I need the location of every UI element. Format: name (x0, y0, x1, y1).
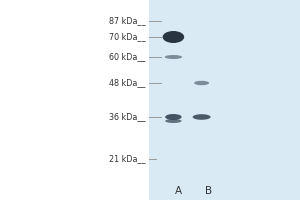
Text: A: A (175, 186, 182, 196)
Text: 70 kDa__: 70 kDa__ (109, 32, 146, 42)
Ellipse shape (165, 119, 181, 123)
Ellipse shape (165, 114, 181, 120)
Text: 21 kDa__: 21 kDa__ (109, 154, 146, 164)
Text: B: B (205, 186, 212, 196)
Ellipse shape (165, 55, 182, 59)
Ellipse shape (194, 81, 209, 85)
Ellipse shape (193, 114, 211, 120)
Text: 36 kDa__: 36 kDa__ (109, 112, 146, 121)
Bar (148, 0, 300, 200)
Text: 87 kDa__: 87 kDa__ (109, 17, 146, 25)
Text: 60 kDa__: 60 kDa__ (109, 52, 146, 62)
Ellipse shape (163, 31, 184, 43)
Text: 48 kDa__: 48 kDa__ (109, 78, 146, 88)
